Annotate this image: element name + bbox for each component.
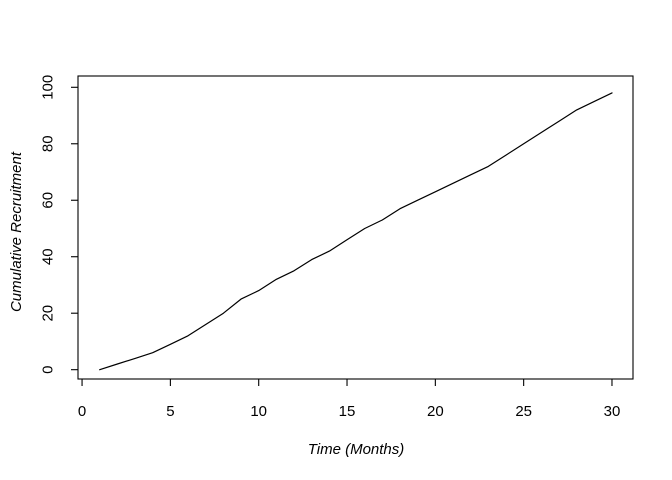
recruitment-line — [99, 92, 613, 371]
x-tick-label: 5 — [166, 403, 174, 420]
x-axis: 0 5 10 15 20 25 30 — [78, 379, 620, 420]
x-tick-label: 15 — [339, 403, 356, 420]
x-tick-label: 10 — [250, 403, 267, 420]
x-tick-label: 0 — [78, 403, 86, 420]
x-axis-title: Time (Months) — [308, 441, 405, 458]
y-tick-label: 40 — [40, 248, 57, 265]
y-tick-label: 80 — [40, 135, 57, 152]
x-tick-label: 30 — [604, 403, 621, 420]
y-axis-title: Cumulative Recruitment — [8, 151, 25, 312]
plot-box — [77, 75, 634, 380]
x-tick-label: 20 — [427, 403, 444, 420]
y-tick-label: 0 — [40, 366, 57, 374]
y-tick-label: 20 — [40, 305, 57, 322]
x-tick-label: 25 — [515, 403, 532, 420]
y-tick-label: 60 — [40, 192, 57, 209]
y-tick-label: 100 — [40, 75, 57, 100]
y-axis: 0 20 40 60 80 100 — [40, 75, 78, 374]
